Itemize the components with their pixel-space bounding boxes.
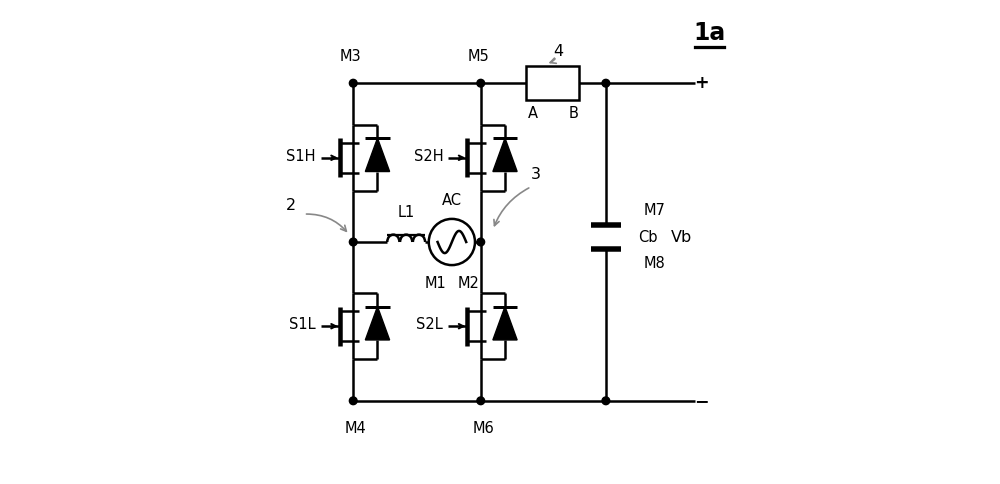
- Text: M5: M5: [467, 49, 489, 64]
- Text: 4: 4: [554, 45, 564, 60]
- Text: M3: M3: [340, 49, 362, 64]
- Text: M1: M1: [424, 276, 446, 291]
- Text: M7: M7: [643, 203, 665, 218]
- Polygon shape: [365, 306, 390, 340]
- Text: Cb: Cb: [639, 230, 658, 245]
- Circle shape: [349, 238, 357, 246]
- Text: M8: M8: [643, 256, 665, 271]
- Circle shape: [477, 397, 485, 405]
- Text: A: A: [528, 106, 538, 121]
- Polygon shape: [493, 138, 517, 171]
- Circle shape: [349, 397, 357, 405]
- Text: M4: M4: [345, 421, 367, 436]
- Bar: [526, 66, 579, 100]
- Text: AC: AC: [442, 193, 462, 208]
- Text: 1a: 1a: [693, 21, 725, 45]
- Circle shape: [349, 79, 357, 87]
- Circle shape: [477, 238, 485, 246]
- Text: M2: M2: [458, 276, 480, 291]
- Text: B: B: [568, 106, 578, 121]
- Text: M6: M6: [472, 421, 494, 436]
- Circle shape: [602, 397, 610, 405]
- Text: Vb: Vb: [671, 230, 692, 245]
- Circle shape: [477, 79, 485, 87]
- Polygon shape: [365, 138, 390, 171]
- Text: −: −: [694, 392, 708, 410]
- Text: S2L: S2L: [416, 318, 443, 333]
- Text: S1L: S1L: [289, 318, 316, 333]
- Polygon shape: [493, 306, 517, 340]
- Text: 2: 2: [286, 198, 296, 213]
- Circle shape: [602, 79, 610, 87]
- Text: +: +: [694, 74, 708, 92]
- Text: L1: L1: [398, 206, 415, 221]
- Text: 3: 3: [531, 167, 541, 182]
- Text: S1H: S1H: [286, 149, 316, 164]
- Text: S2H: S2H: [414, 149, 443, 164]
